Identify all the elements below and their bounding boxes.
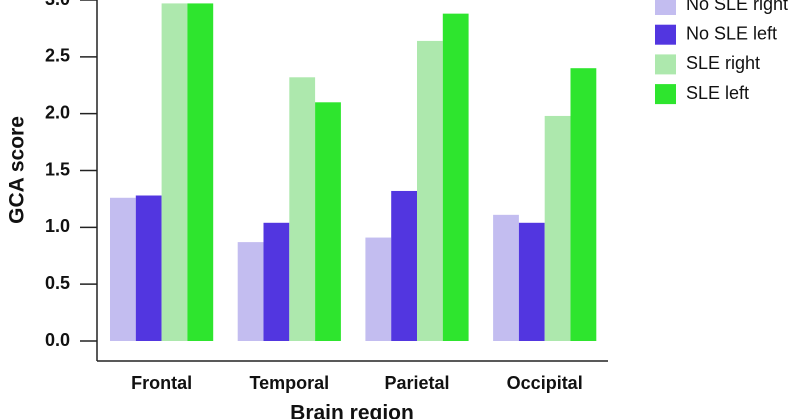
- y-tick-label: 2.0: [45, 102, 70, 122]
- legend-swatch: [655, 84, 676, 105]
- bar: [161, 3, 188, 341]
- legend-label: SLE left: [686, 83, 749, 103]
- y-tick-label: 1.0: [45, 216, 70, 236]
- bar: [110, 197, 136, 341]
- y-tick-label: 1.5: [45, 159, 70, 179]
- legend-swatch: [655, 24, 676, 45]
- bar: [187, 3, 214, 341]
- bar: [417, 40, 443, 342]
- y-tick-label: 3.0: [45, 0, 70, 9]
- bar: [289, 77, 316, 341]
- bar: [570, 68, 597, 341]
- y-tick-label: 2.5: [45, 46, 70, 66]
- y-axis-title: GCA score: [6, 116, 29, 224]
- bar: [263, 222, 290, 341]
- legend-swatch: [655, 54, 676, 75]
- bar: [315, 102, 341, 341]
- bar: [391, 190, 417, 341]
- x-tick-label: Occipital: [507, 373, 583, 393]
- bar: [365, 237, 392, 341]
- bar: [135, 195, 162, 341]
- x-tick-label: Frontal: [131, 373, 192, 393]
- legend-label: No SLE left: [686, 23, 777, 43]
- y-tick-label: 0.5: [45, 273, 70, 293]
- x-axis-title: Brain region: [290, 402, 414, 419]
- bar: [518, 222, 545, 341]
- legend-label: SLE right: [686, 53, 760, 73]
- legend-swatch: [655, 0, 676, 15]
- bar: [237, 242, 264, 341]
- x-tick-label: Parietal: [384, 373, 449, 393]
- bar: [493, 214, 519, 341]
- y-tick-label: 0.0: [45, 330, 70, 350]
- x-tick-label: Temporal: [249, 373, 329, 393]
- legend-label: No SLE right: [686, 0, 788, 14]
- bar: [544, 115, 571, 341]
- bar: [442, 13, 469, 341]
